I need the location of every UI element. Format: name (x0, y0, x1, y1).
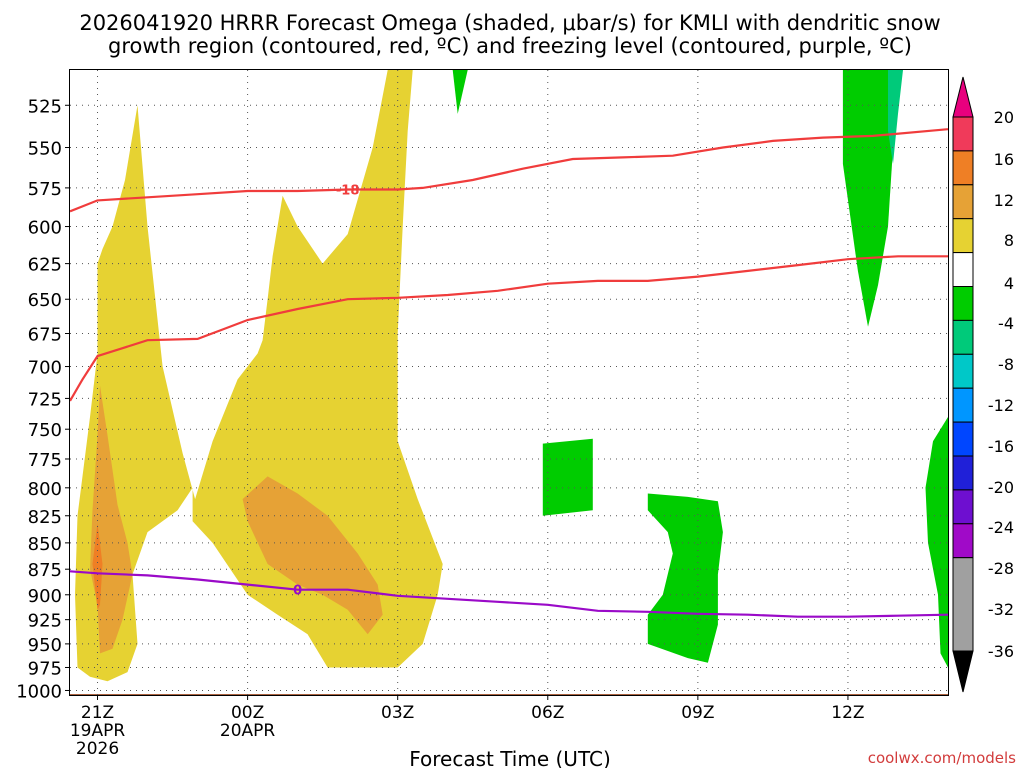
colorbar-bottom-arrow (952, 650, 974, 693)
contour-line-2 (70, 570, 948, 618)
x-axis-label: Forecast Time (UTC) (409, 747, 611, 768)
x-tick-label: 09Z (681, 703, 714, 723)
x-tick-label: 21Z (81, 703, 114, 723)
gridlines (70, 70, 948, 695)
y-tick-label: 800 (28, 479, 62, 500)
colorbar-label: -24 (988, 518, 1014, 537)
omega-region-3 (242, 476, 383, 635)
x-tick-label: 19APR (70, 721, 126, 741)
colorbar-swatch (952, 387, 974, 423)
y-tick-label: 725 (28, 389, 62, 410)
contour-line-0 (70, 255, 948, 402)
colorbar-swatch (952, 150, 974, 186)
chart-title-line-1: 2026041920 HRRR Forecast Omega (shaded, … (79, 11, 940, 35)
x-tick-label: 2026 (76, 739, 119, 759)
omega-region-6 (452, 70, 468, 114)
y-tick-label: 675 (28, 325, 62, 346)
colorbar-label: -20 (988, 478, 1014, 497)
contour-label: -18 (336, 183, 360, 198)
y-tick-label: 600 (28, 218, 62, 239)
colorbar-swatch (952, 319, 974, 355)
colorbar-swatch (952, 557, 974, 652)
colorbar-label: 20 (994, 108, 1014, 127)
colorbar-label: 16 (994, 150, 1014, 169)
y-tick-label: 1000 (16, 681, 62, 702)
omega-region-9 (925, 417, 948, 668)
temperature-contours: -18 0 (70, 128, 948, 618)
y-tick-label: 625 (28, 255, 62, 276)
pressure-axis: 525 550 575 600 625 650 675 700 725 750 775 800 825 8… (16, 96, 70, 702)
y-tick-label: 900 (28, 586, 62, 607)
omega-shading (70, 70, 948, 695)
colorbar-label: -28 (988, 559, 1014, 578)
colorbar-label: -8 (998, 355, 1014, 374)
y-tick-label: 850 (28, 534, 62, 555)
colorbar-swatch (952, 218, 974, 254)
colorbar-label: -36 (988, 642, 1014, 661)
omega-region-5 (888, 70, 903, 164)
x-tick-label: 06Z (531, 703, 564, 723)
colorbar-label: 4 (1004, 274, 1014, 293)
y-tick-label: 875 (28, 560, 62, 581)
colorbar-swatch (952, 116, 974, 152)
y-tick-label: 950 (28, 635, 62, 656)
terrain-band (70, 694, 948, 695)
y-tick-label: 575 (28, 179, 62, 200)
colorbar-swatch (952, 353, 974, 389)
colorbar-swatch (952, 489, 974, 525)
y-tick-label: 750 (28, 420, 62, 441)
colorbar-label: 12 (994, 191, 1014, 210)
colorbar-swatch (952, 455, 974, 491)
colorbar-swatch (952, 286, 974, 321)
omega-colorbar: 20 16 12 8 4 -4 -8 -12 -16 -20 -24 -28 -32 -36 (952, 76, 1014, 693)
colorbar-swatch (952, 523, 974, 559)
colorbar-swatch (952, 184, 974, 220)
contour-label: 0 (293, 584, 302, 599)
x-tick-label: 00Z (231, 703, 264, 723)
y-tick-label: 975 (28, 658, 62, 679)
y-tick-label: 550 (28, 139, 62, 160)
plot-frame (69, 69, 949, 696)
colorbar-top-arrow (952, 76, 974, 118)
y-tick-label: 825 (28, 507, 62, 528)
y-tick-label: 525 (28, 96, 62, 117)
colorbar-swatch (952, 421, 974, 457)
x-tick-label: 03Z (381, 703, 414, 723)
omega-region-8 (647, 493, 723, 663)
y-tick-label: 925 (28, 611, 62, 632)
y-tick-label: 700 (28, 358, 62, 379)
y-tick-label: 650 (28, 290, 62, 311)
x-tick-label: 12Z (831, 703, 864, 723)
omega-region-7 (542, 438, 593, 516)
y-tick-label: 775 (28, 450, 62, 471)
omega-region-0 (75, 70, 443, 682)
credit-text: coolwx.com/models (868, 749, 1016, 767)
colorbar-label: -12 (988, 396, 1014, 415)
colorbar-label: -32 (988, 600, 1014, 619)
omega-region-2 (92, 523, 103, 610)
contour-line-1 (70, 128, 948, 213)
colorbar-label: -16 (988, 437, 1014, 456)
chart-title-line-2: growth region (contoured, red, ºC) and f… (108, 34, 912, 58)
colorbar-swatch (952, 252, 974, 288)
colorbar-label: 8 (1004, 231, 1014, 250)
colorbar-label: -4 (998, 314, 1014, 333)
x-tick-label: 20APR (220, 721, 276, 741)
